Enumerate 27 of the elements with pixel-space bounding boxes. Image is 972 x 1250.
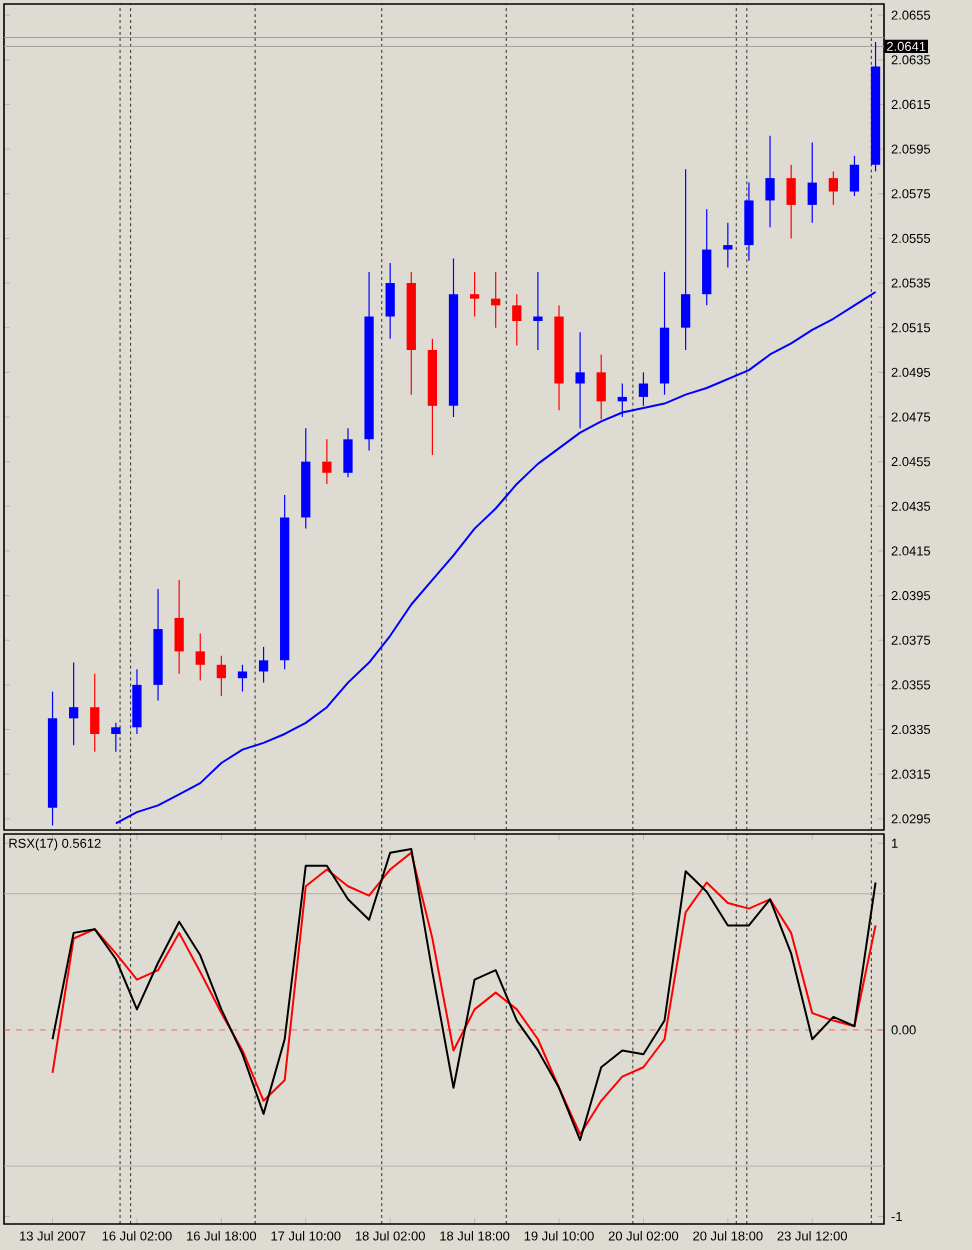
candlestick bbox=[744, 181, 754, 262]
candlestick bbox=[258, 646, 269, 684]
candlestick bbox=[90, 673, 100, 753]
candlestick bbox=[765, 135, 775, 228]
candlestick bbox=[512, 293, 522, 347]
candlestick bbox=[322, 438, 332, 485]
candlestick bbox=[702, 208, 712, 306]
candlestick bbox=[216, 655, 227, 697]
candlestick bbox=[638, 371, 649, 407]
candlestick bbox=[807, 141, 817, 224]
candlestick bbox=[575, 331, 585, 429]
candlestick bbox=[174, 579, 184, 675]
candlestick bbox=[828, 170, 838, 206]
candlestick bbox=[195, 632, 205, 682]
candlestick bbox=[723, 222, 733, 269]
candlestick bbox=[533, 271, 543, 351]
candlestick bbox=[596, 353, 606, 420]
candlestick bbox=[343, 427, 353, 478]
candlestick bbox=[849, 155, 860, 197]
candlestick bbox=[385, 262, 395, 340]
candlestick bbox=[237, 664, 248, 693]
candlestick bbox=[680, 168, 691, 351]
candlestick bbox=[786, 164, 796, 239]
candlestick bbox=[132, 668, 142, 735]
candlestick bbox=[469, 271, 480, 318]
candlestick bbox=[69, 661, 79, 746]
candlestick bbox=[111, 722, 121, 753]
